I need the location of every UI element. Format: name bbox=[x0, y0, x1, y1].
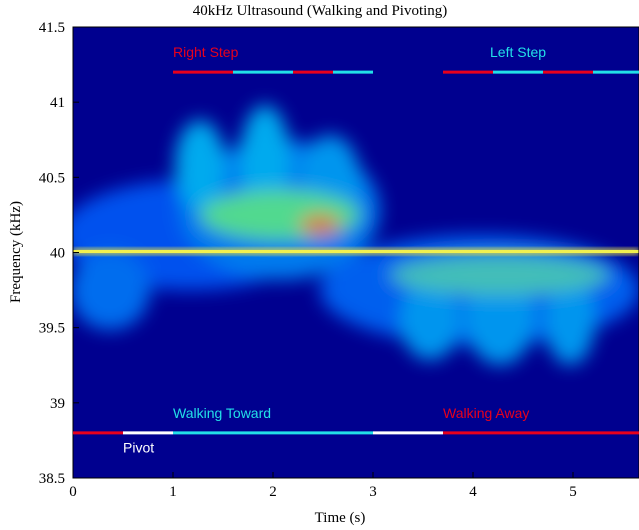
y-tick-label: 38.5 bbox=[39, 471, 65, 487]
y-axis-label: Frequency (kHz) bbox=[8, 201, 24, 303]
x-axis-label: Time (s) bbox=[315, 510, 366, 526]
annotation: Pivot bbox=[123, 439, 154, 455]
y-tick-label: 40 bbox=[50, 246, 65, 262]
spectrogram bbox=[73, 27, 639, 478]
x-tick-label: 5 bbox=[569, 484, 577, 500]
x-tick-label: 3 bbox=[369, 484, 377, 500]
annotation: Right Step bbox=[173, 44, 239, 60]
y-tick-label: 39 bbox=[50, 396, 65, 412]
y-tick-label: 40.5 bbox=[39, 170, 65, 186]
x-tick-label: 2 bbox=[269, 484, 277, 500]
annotation: Walking Away bbox=[443, 405, 529, 421]
annotation: Walking Toward bbox=[173, 405, 271, 421]
chart-title: 40kHz Ultrasound (Walking and Pivoting) bbox=[193, 3, 448, 19]
annotation: Left Step bbox=[490, 44, 546, 60]
x-tick-label: 1 bbox=[169, 484, 177, 500]
y-tick-label: 39.5 bbox=[39, 321, 65, 337]
x-tick-label: 4 bbox=[469, 484, 477, 500]
x-tick-label: 0 bbox=[69, 484, 77, 500]
y-tick-label: 41 bbox=[50, 95, 65, 111]
y-tick-label: 41.5 bbox=[39, 20, 65, 36]
